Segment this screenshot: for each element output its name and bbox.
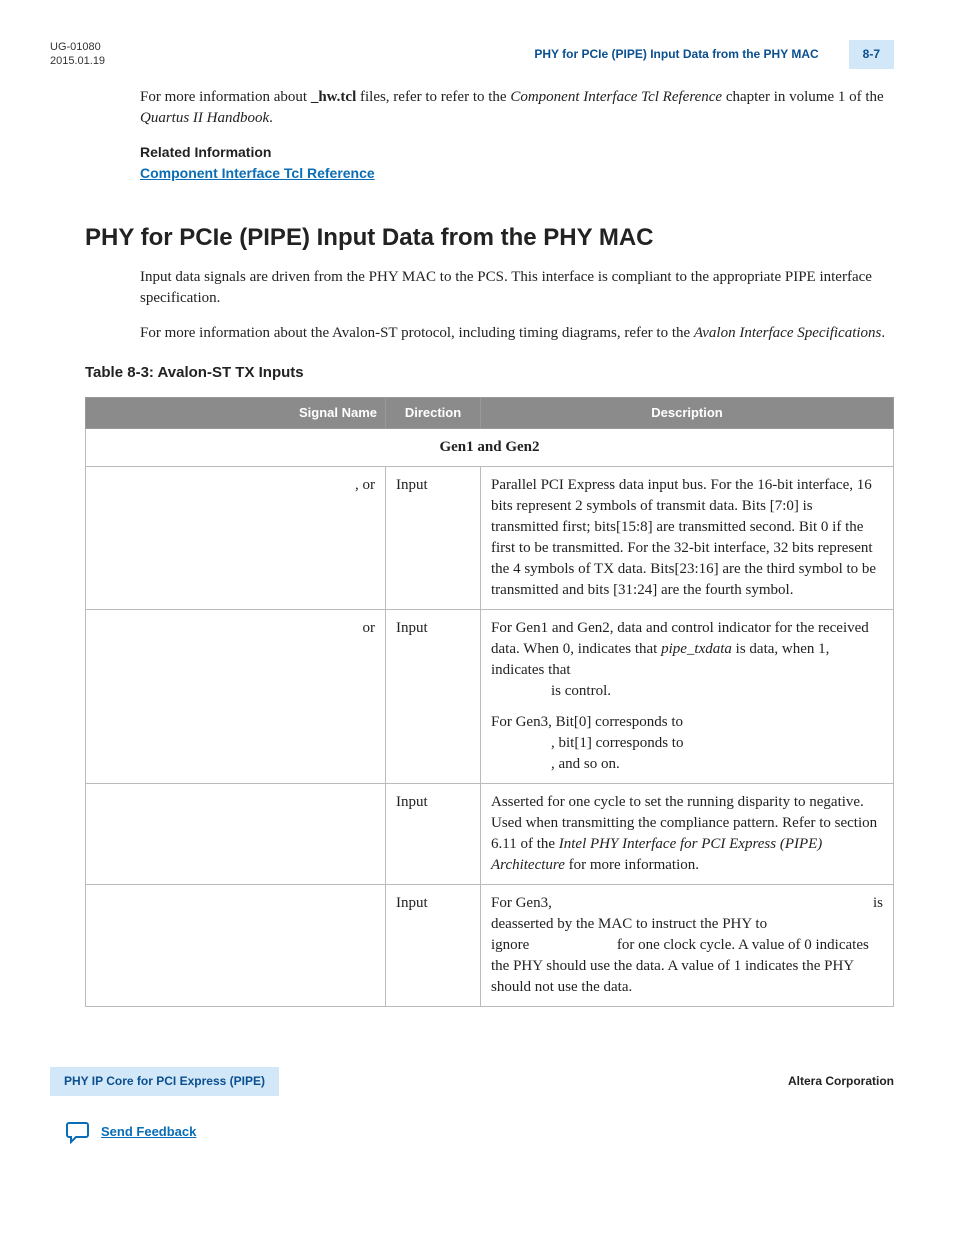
cell-direction: Input <box>386 610 481 784</box>
cell-direction: Input <box>386 467 481 610</box>
table-row: or Input For Gen1 and Gen2, data and con… <box>86 610 894 784</box>
header-right: PHY for PCIe (PIPE) Input Data from the … <box>534 40 894 69</box>
section-body: Input data signals are driven from the P… <box>140 267 894 344</box>
table-row: , or Input Parallel PCI Express data inp… <box>86 467 894 610</box>
th-description: Description <box>481 397 894 428</box>
footer-right-text: Altera Corporation <box>788 1073 894 1090</box>
table-section-label: Gen1 and Gen2 <box>86 429 894 467</box>
page-header: UG-01080 2015.01.19 PHY for PCIe (PIPE) … <box>50 40 894 69</box>
cell-signal <box>86 885 386 1007</box>
cell-description: Asserted for one cycle to set the runnin… <box>481 784 894 885</box>
feedback-row: Send Feedback <box>65 1120 894 1144</box>
send-feedback-link[interactable]: Send Feedback <box>101 1123 196 1141</box>
section-para-2: For more information about the Avalon-ST… <box>140 323 894 344</box>
table-section-row: Gen1 and Gen2 <box>86 429 894 467</box>
cell-signal: or <box>86 610 386 784</box>
table-header-row: Signal Name Direction Description <box>86 397 894 428</box>
related-info-link[interactable]: Component Interface Tcl Reference <box>140 165 375 181</box>
cell-direction: Input <box>386 784 481 885</box>
intro-para-1: For more information about _hw.tcl files… <box>140 87 894 129</box>
related-info-label: Related Information <box>140 143 894 163</box>
th-direction: Direction <box>386 397 481 428</box>
avalon-st-tx-inputs-table: Signal Name Direction Description Gen1 a… <box>85 397 894 1007</box>
cell-signal <box>86 784 386 885</box>
footer-left-badge: PHY IP Core for PCI Express (PIPE) <box>50 1067 279 1096</box>
table-row: Input For Gen3, is deasserted by the MAC… <box>86 885 894 1007</box>
cell-description: For Gen1 and Gen2, data and control indi… <box>481 610 894 784</box>
feedback-icon <box>65 1120 91 1144</box>
table-caption: Table 8-3: Avalon-ST TX Inputs <box>85 362 894 383</box>
th-signal-name: Signal Name <box>86 397 386 428</box>
doc-date: 2015.01.19 <box>50 54 105 68</box>
cell-description: Parallel PCI Express data input bus. For… <box>481 467 894 610</box>
page-footer: PHY IP Core for PCI Express (PIPE) Alter… <box>50 1067 894 1096</box>
cell-signal: , or <box>86 467 386 610</box>
cell-direction: Input <box>386 885 481 1007</box>
section-heading: PHY for PCIe (PIPE) Input Data from the … <box>85 221 894 255</box>
doc-meta: UG-01080 2015.01.19 <box>50 40 105 69</box>
cell-description: For Gen3, is deasserted by the MAC to in… <box>481 885 894 1007</box>
doc-id: UG-01080 <box>50 40 105 54</box>
section-para-1: Input data signals are driven from the P… <box>140 267 894 309</box>
table-row: Input Asserted for one cycle to set the … <box>86 784 894 885</box>
header-section-title: PHY for PCIe (PIPE) Input Data from the … <box>534 46 818 63</box>
intro-block: For more information about _hw.tcl files… <box>140 87 894 186</box>
page-number-badge: 8-7 <box>849 40 894 69</box>
